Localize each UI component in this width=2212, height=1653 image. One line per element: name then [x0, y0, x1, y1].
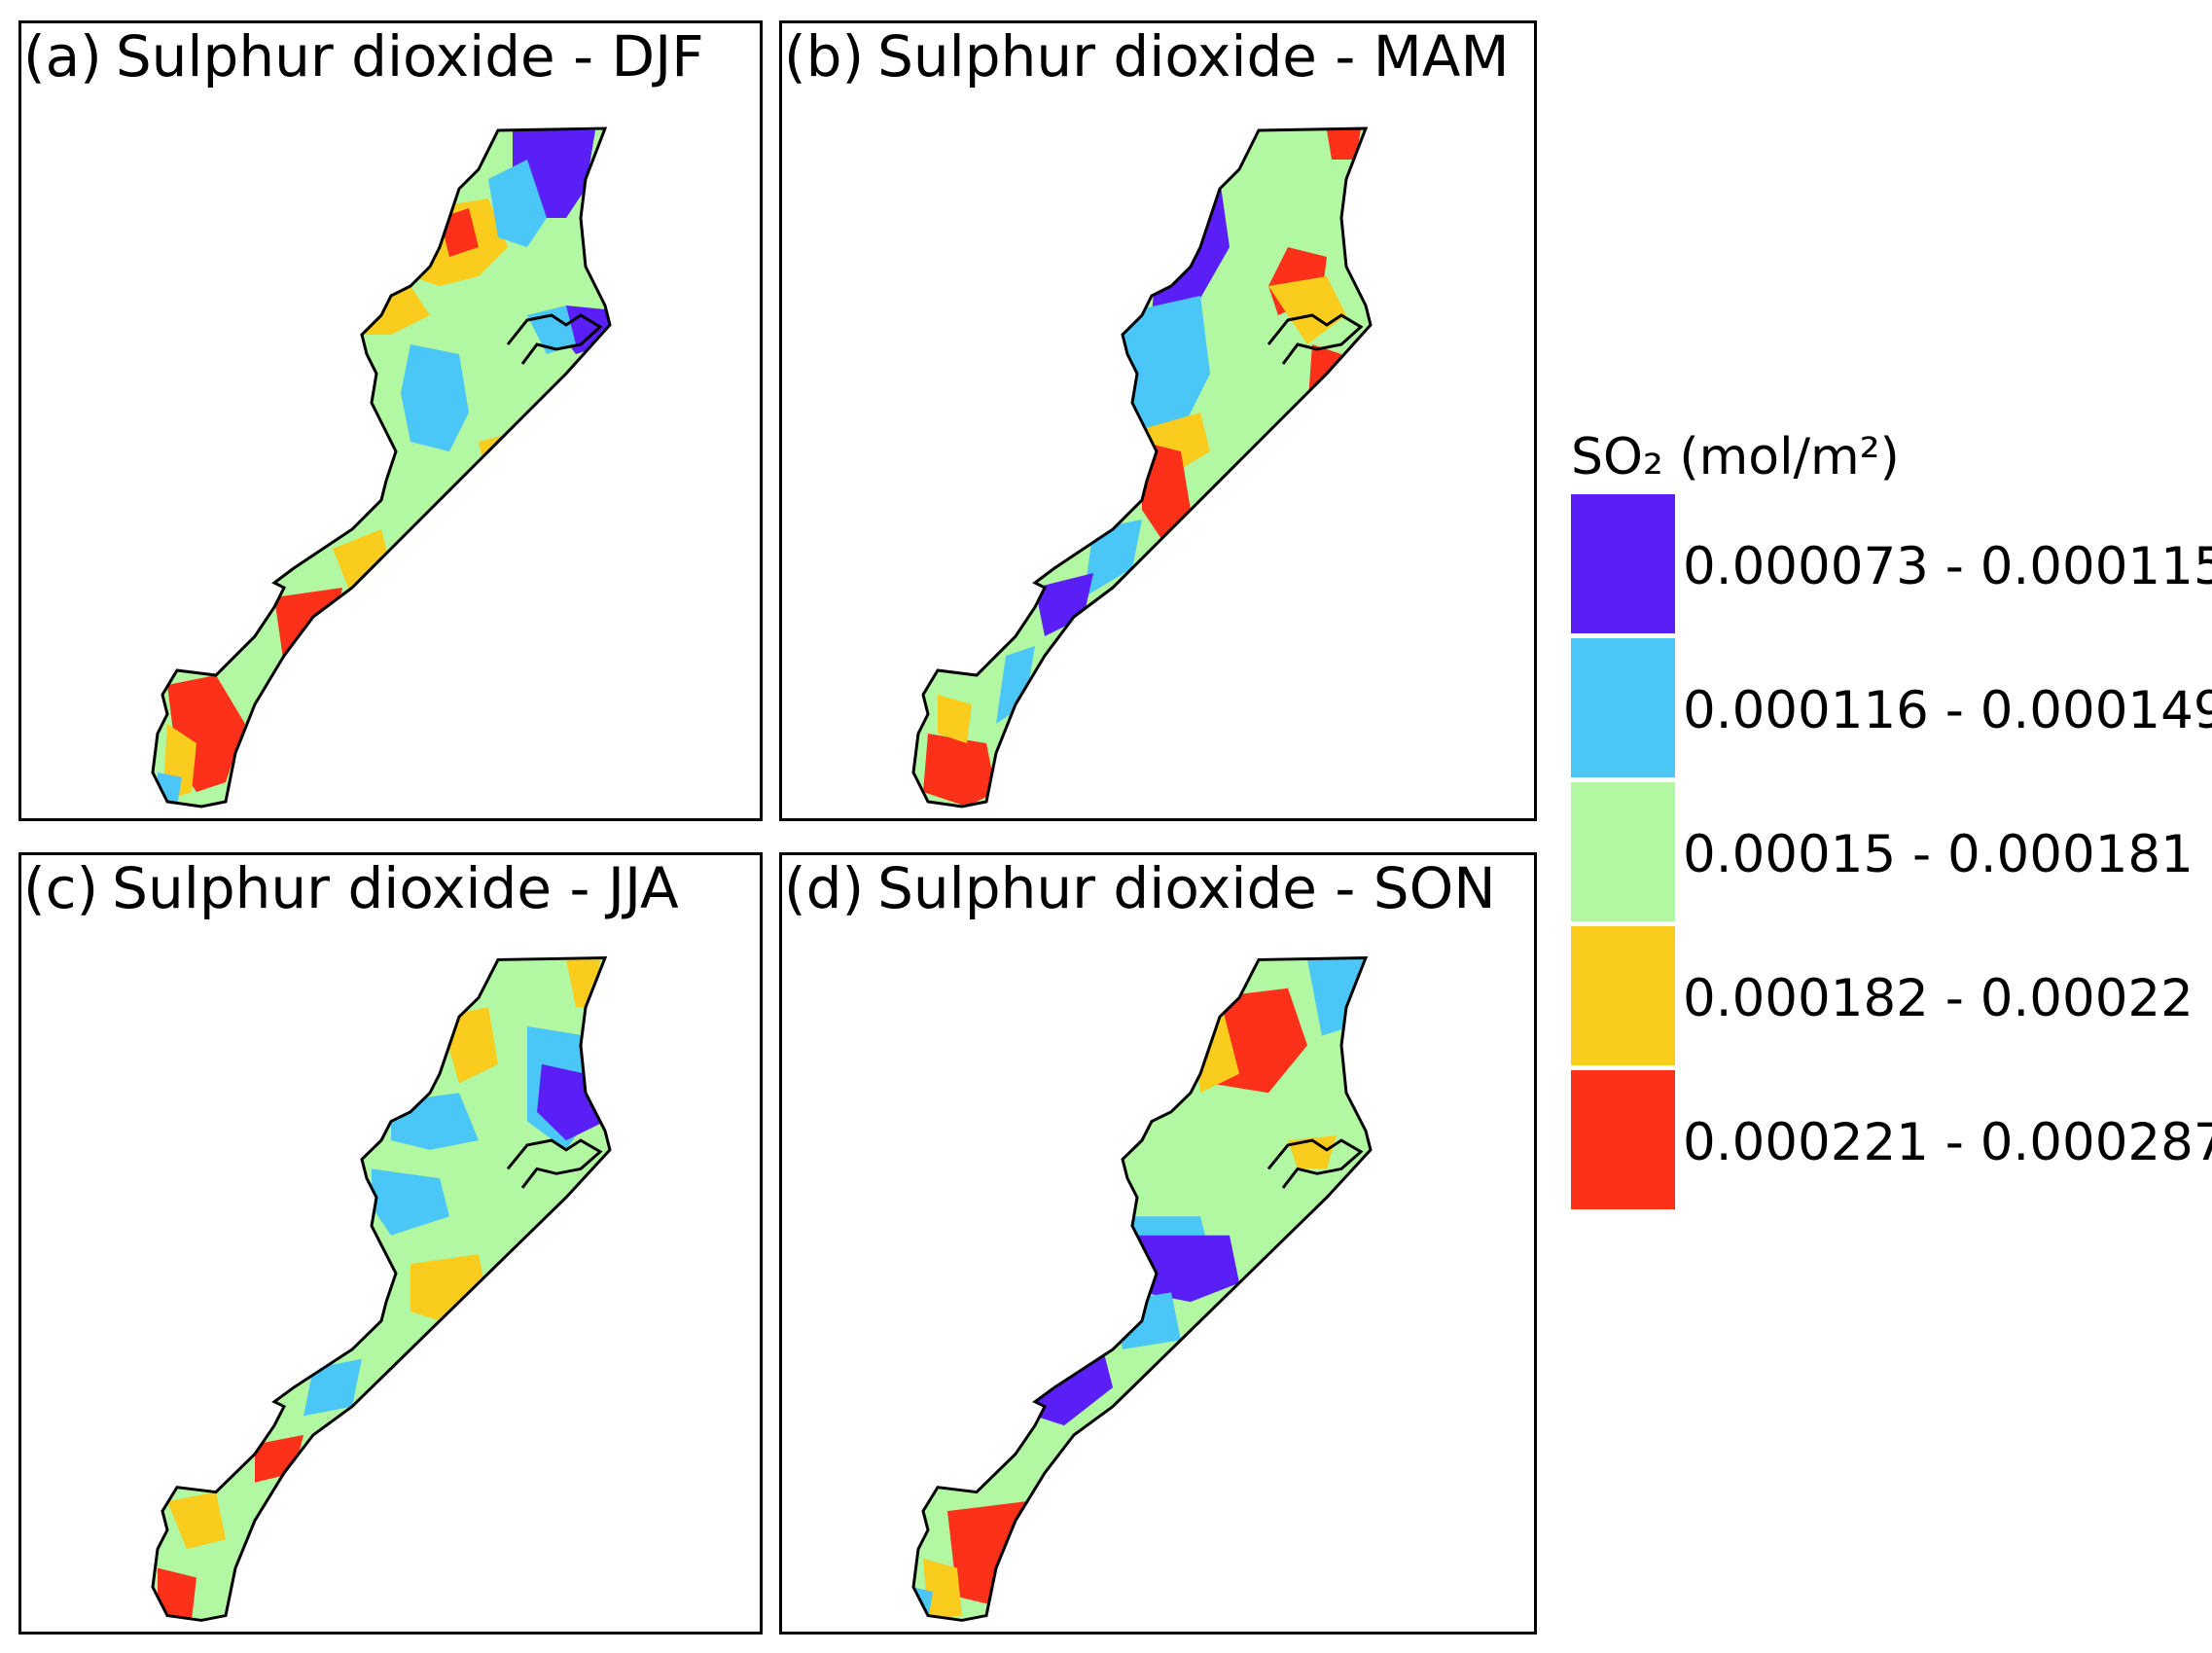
panel-title: (a) Sulphur dioxide - DJF [23, 23, 704, 91]
legend-item: 0.00015 - 0.000181 [1571, 782, 2194, 921]
so2-zone [1327, 128, 1361, 160]
panel-title: (b) Sulphur dioxide - MAM [784, 23, 1510, 91]
so2-zone [479, 432, 527, 490]
inner-lake-outline [1267, 1138, 1364, 1189]
map-fill-base [153, 128, 610, 807]
so2-zone [401, 344, 469, 451]
so2-zone [923, 1558, 962, 1621]
so2-zone [1035, 1348, 1113, 1426]
map-mam [911, 126, 1373, 809]
panel-title: (c) Sulphur dioxide - JJA [23, 855, 679, 923]
panel-label: (a) [23, 23, 102, 90]
legend-item: 0.000116 - 0.000149 [1571, 638, 2212, 777]
legend-title: SO₂ (mol/m²) [1571, 428, 1900, 486]
map-panel-mam: (b) Sulphur dioxide - MAM [779, 20, 1537, 821]
map-fill-base [153, 957, 610, 1621]
so2-zone [488, 160, 547, 247]
so2-zone [923, 734, 996, 807]
map-panel-djf: (a) Sulphur dioxide - DJF [18, 20, 763, 821]
map-djf [151, 126, 612, 809]
panel-title: (d) Sulphur dioxide - SON [784, 855, 1496, 923]
panel-label: (c) [23, 855, 99, 921]
map-jja [151, 956, 612, 1622]
so2-zone [333, 529, 391, 597]
so2-zone [938, 695, 972, 743]
legend-label: 0.000182 - 0.00022 [1683, 969, 2194, 1028]
so2-zone [1035, 573, 1093, 636]
legend-label: 0.000221 - 0.000287 [1683, 1113, 2212, 1172]
panel-title-text: Sulphur dioxide - JJA [112, 855, 679, 921]
so2-zone [1268, 276, 1346, 344]
legend-swatch [1571, 782, 1675, 921]
legend-swatch [1571, 1070, 1675, 1209]
inner-lake-outline [1267, 313, 1364, 365]
so2-zone [1307, 344, 1341, 422]
panel-label: (b) [784, 23, 865, 90]
inner-lake-outline [506, 1138, 603, 1189]
legend-label: 0.000116 - 0.000149 [1683, 681, 2212, 740]
map-son [911, 956, 1373, 1622]
map-panel-jja: (c) Sulphur dioxide - JJA [18, 852, 763, 1635]
legend-swatch [1571, 494, 1675, 633]
legend-item: 0.000221 - 0.000287 [1571, 1070, 2212, 1209]
so2-zone [1132, 1235, 1239, 1303]
inner-lake-outline [506, 313, 603, 365]
legend-swatch [1571, 926, 1675, 1065]
legend-item: 0.000073 - 0.000115 [1571, 494, 2212, 633]
map-panel-son: (d) Sulphur dioxide - SON [779, 852, 1537, 1635]
panel-title-text: Sulphur dioxide - SON [877, 855, 1496, 921]
legend-swatch [1571, 638, 1675, 777]
so2-zone [158, 1567, 196, 1621]
legend-item: 0.000182 - 0.00022 [1571, 926, 2194, 1065]
legend-label: 0.000073 - 0.000115 [1683, 537, 2212, 596]
so2-zone [1142, 442, 1191, 539]
so2-zone [167, 1491, 226, 1550]
legend-label: 0.00015 - 0.000181 [1683, 825, 2194, 884]
panel-title-text: Sulphur dioxide - MAM [877, 23, 1510, 90]
panel-label: (d) [784, 855, 865, 921]
panel-title-text: Sulphur dioxide - DJF [115, 23, 704, 90]
so2-zone [372, 1168, 449, 1236]
so2-zone [1113, 296, 1210, 442]
